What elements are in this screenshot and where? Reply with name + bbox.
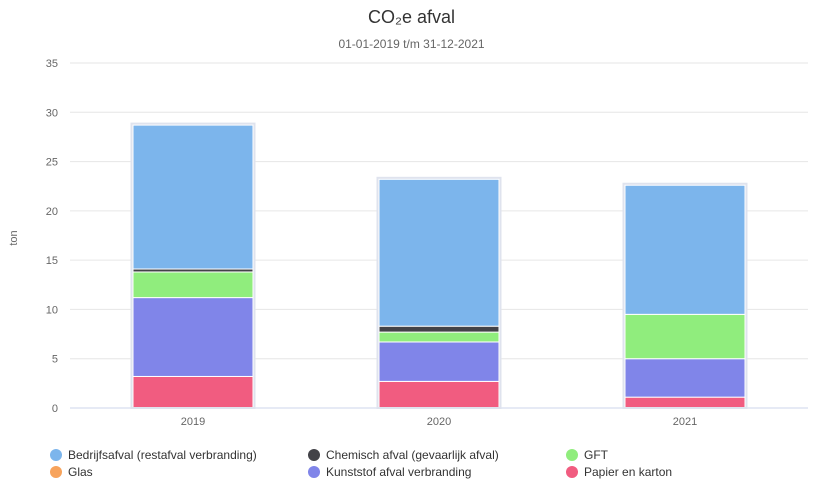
- x-tick-label: 2021: [673, 416, 697, 428]
- legend-label: Papier en karton: [584, 465, 673, 479]
- bar-segment: [624, 313, 746, 360]
- bar-segment: [378, 380, 500, 409]
- chart-title: CO₂e afval: [367, 7, 456, 27]
- legend-item[interactable]: Glas: [50, 465, 93, 479]
- legend-item[interactable]: Bedrijfsafval (restafval verbranding): [50, 448, 257, 462]
- bar-segment: [624, 396, 746, 409]
- legend-label: GFT: [584, 448, 608, 462]
- legend-label: Bedrijfsafval (restafval verbranding): [68, 448, 257, 462]
- legend-marker-icon: [566, 449, 578, 461]
- bar-segment: [132, 124, 254, 270]
- x-tick-label: 2020: [427, 416, 451, 428]
- legend-marker-icon: [566, 466, 578, 478]
- legend-label: Chemisch afval (gevaarlijk afval): [326, 448, 499, 462]
- bar-stack-2021: [622, 182, 748, 409]
- bar-segment: [378, 178, 500, 327]
- bar-outline: [376, 176, 502, 409]
- bar-segment: [624, 184, 746, 315]
- bar-segment: [624, 358, 746, 398]
- y-tick-label: 25: [46, 157, 58, 169]
- legend-item[interactable]: Kunststof afval verbranding: [308, 465, 471, 479]
- legend-item[interactable]: GFT: [566, 448, 608, 462]
- bar-segment: [132, 271, 254, 299]
- chart-subtitle: 01-01-2019 t/m 31-12-2021: [338, 37, 485, 51]
- legend-item[interactable]: Papier en karton: [566, 465, 672, 479]
- y-tick-label: 20: [46, 206, 58, 218]
- bar-segment: [378, 341, 500, 382]
- legend-marker-icon: [308, 466, 320, 478]
- y-tick-label: 35: [46, 58, 58, 70]
- y-axis-label: ton: [8, 230, 20, 245]
- legend-marker-icon: [50, 449, 62, 461]
- bar-segment: [378, 331, 500, 343]
- bar-stack-2019: [130, 122, 256, 409]
- y-tick-label: 30: [46, 107, 58, 119]
- bar-segment: [132, 297, 254, 377]
- y-tick-label: 10: [46, 304, 58, 316]
- legend-item[interactable]: Chemisch afval (gevaarlijk afval): [308, 448, 499, 462]
- bar-stack-2020: [376, 176, 502, 409]
- bar-outline: [130, 122, 256, 409]
- x-tick-label: 2019: [181, 416, 205, 428]
- y-tick-label: 5: [52, 354, 58, 366]
- legend-marker-icon: [50, 466, 62, 478]
- legend-label: Glas: [68, 465, 93, 479]
- bar-outline: [622, 182, 748, 409]
- legend-label: Kunststof afval verbranding: [326, 465, 472, 479]
- y-tick-label: 0: [52, 403, 58, 415]
- y-tick-label: 15: [46, 255, 58, 267]
- legend-marker-icon: [308, 449, 320, 461]
- bar-segment: [132, 375, 254, 409]
- bar-segment: [378, 325, 500, 333]
